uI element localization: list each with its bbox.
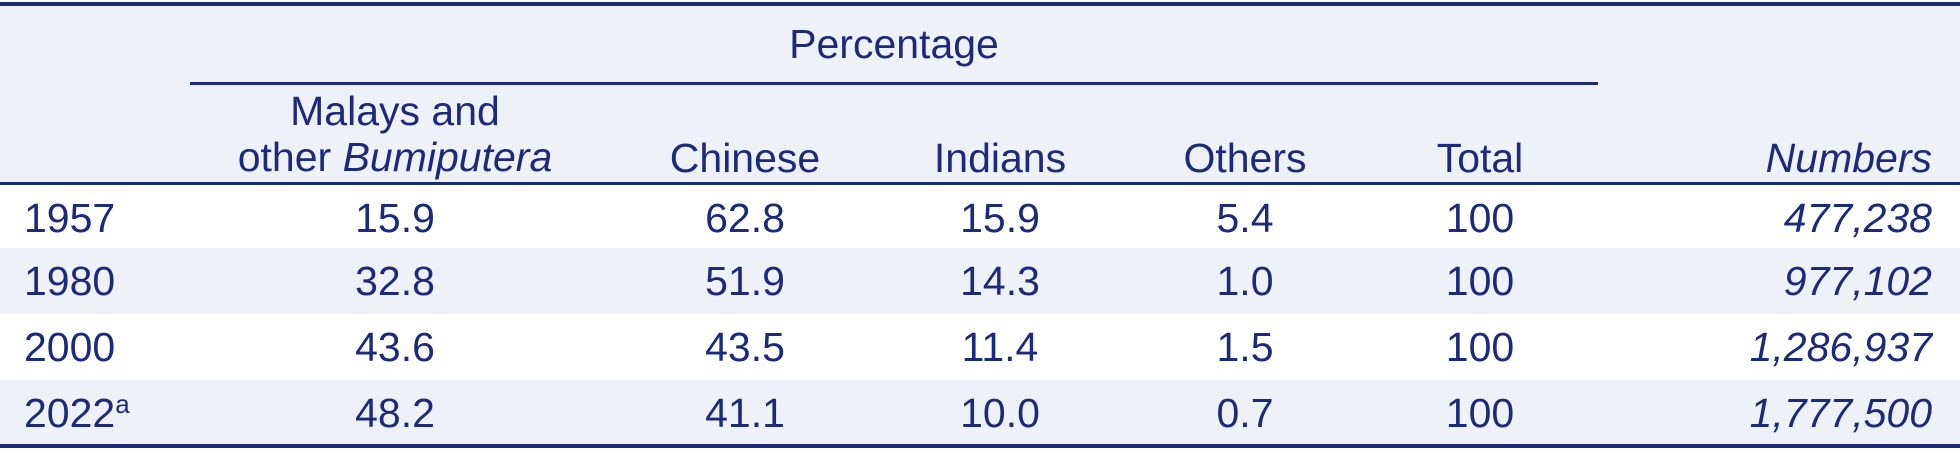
row-cell-total: 100 xyxy=(1445,195,1515,241)
row-cell-chinese: 43.5 xyxy=(705,324,785,370)
row-cell-total: 100 xyxy=(1445,390,1515,436)
row-cell-numbers: 977,102 xyxy=(1783,258,1932,304)
row-cell-malays: 15.9 xyxy=(355,195,435,241)
row-year-footnote-marker: a xyxy=(115,389,130,419)
row-cell-numbers: 1,777,500 xyxy=(1749,390,1932,436)
header-malays-line1: Malays and xyxy=(290,88,500,134)
percentage-spanner-rule xyxy=(190,82,1598,85)
row-year: 2022a xyxy=(24,389,130,437)
row-cell-malays: 43.6 xyxy=(355,324,435,370)
row-year-text: 1957 xyxy=(24,195,116,241)
header-malays-prefix: other xyxy=(237,134,343,180)
row-year-text: 2022 xyxy=(24,390,116,436)
table-header-background xyxy=(0,6,1960,182)
row-year: 1957 xyxy=(24,194,115,242)
bottom-rule xyxy=(0,444,1960,448)
header-rule xyxy=(0,182,1960,185)
header-total: Total xyxy=(1436,135,1524,181)
row-cell-others: 1.0 xyxy=(1216,258,1274,304)
table-row-background xyxy=(0,380,1960,446)
header-numbers: Numbers xyxy=(1765,135,1932,181)
row-cell-total: 100 xyxy=(1445,258,1515,304)
row-year: 1980 xyxy=(24,257,115,305)
row-cell-others: 0.7 xyxy=(1216,390,1274,436)
row-year-text: 2000 xyxy=(24,324,116,370)
header-malays-bumiputera: Bumiputera xyxy=(342,134,553,180)
row-cell-indians: 14.3 xyxy=(960,258,1040,304)
row-cell-indians: 11.4 xyxy=(961,324,1039,370)
row-cell-indians: 10.0 xyxy=(960,390,1040,436)
row-year: 2000 xyxy=(24,323,115,371)
row-cell-chinese: 62.8 xyxy=(705,195,785,241)
row-cell-numbers: 1,286,937 xyxy=(1749,324,1932,370)
row-cell-total: 100 xyxy=(1445,324,1515,370)
header-others: Others xyxy=(1183,135,1307,181)
row-cell-others: 1.5 xyxy=(1216,324,1274,370)
row-cell-numbers: 477,238 xyxy=(1783,195,1932,241)
row-cell-malays: 32.8 xyxy=(355,258,435,304)
percentage-spanner-label: Percentage xyxy=(789,21,999,67)
row-cell-malays: 48.2 xyxy=(355,390,435,436)
header-indians: Indians xyxy=(933,135,1067,181)
header-chinese: Chinese xyxy=(669,135,821,181)
row-year-text: 1980 xyxy=(24,258,116,304)
header-malays-line2: other Bumiputera xyxy=(190,134,600,180)
row-cell-others: 5.4 xyxy=(1216,195,1274,241)
header-malays: Malays and other Bumiputera xyxy=(190,88,600,180)
row-cell-chinese: 51.9 xyxy=(705,258,785,304)
top-rule xyxy=(0,2,1960,6)
table-row-background xyxy=(0,248,1960,314)
row-cell-chinese: 41.1 xyxy=(705,390,785,436)
row-cell-indians: 15.9 xyxy=(960,195,1040,241)
